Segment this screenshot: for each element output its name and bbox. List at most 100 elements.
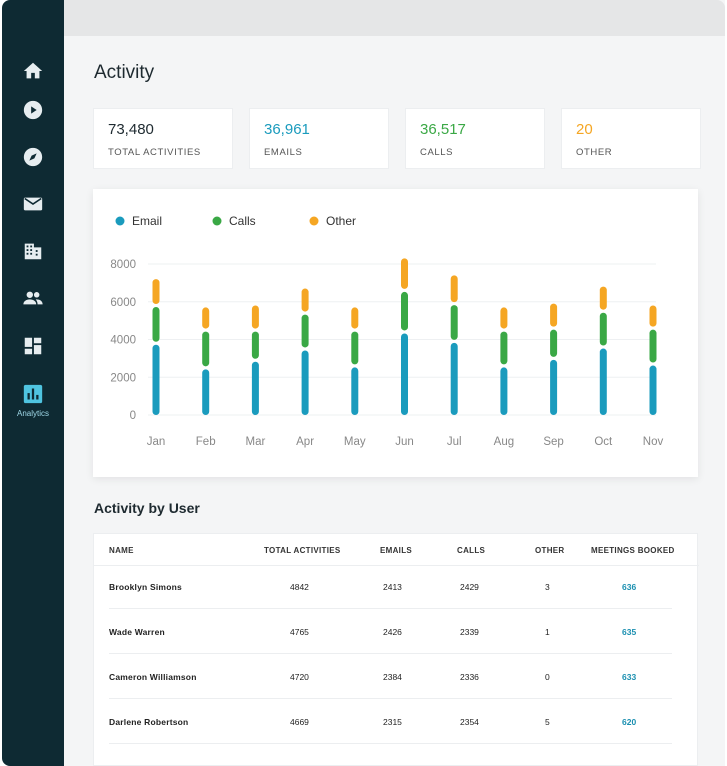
cell-name: Darlene Robertson <box>109 717 189 727</box>
compass-icon <box>23 147 43 167</box>
bar-calls[interactable] <box>500 331 508 365</box>
bar-email[interactable] <box>301 350 309 415</box>
bar-email[interactable] <box>251 361 259 415</box>
bar-calls[interactable] <box>450 305 458 340</box>
stat-value: 36,517 <box>420 121 466 138</box>
cell-emails: 2315 <box>383 717 402 727</box>
legend-swatch <box>309 216 319 226</box>
bar-other[interactable] <box>550 303 558 327</box>
sidebar-item-mail[interactable] <box>2 193 64 215</box>
bar-email[interactable] <box>152 344 160 415</box>
sidebar-item-people[interactable] <box>2 287 64 309</box>
analytics-icon <box>23 384 43 404</box>
bar-other[interactable] <box>251 305 259 329</box>
bar-email[interactable] <box>599 348 607 415</box>
column-header-other[interactable]: OTHER <box>535 546 565 555</box>
section-title: Activity by User <box>94 500 200 516</box>
building-icon <box>24 243 42 260</box>
sidebar-item-analytics[interactable]: Analytics <box>2 383 64 418</box>
legend-label[interactable]: Other <box>326 214 356 228</box>
x-tick-label: Jun <box>395 436 414 448</box>
page-title: Activity <box>94 62 155 83</box>
row-divider <box>109 743 672 744</box>
stat-card-other: 20 OTHER <box>561 108 701 169</box>
top-bar <box>64 0 725 36</box>
dashboard-icon <box>24 337 42 355</box>
bar-other[interactable] <box>649 305 657 327</box>
bar-email[interactable] <box>351 367 359 415</box>
row-divider <box>109 698 672 699</box>
sidebar-item-companies[interactable] <box>2 240 64 262</box>
row-divider <box>109 608 672 609</box>
bar-calls[interactable] <box>251 331 259 359</box>
bar-other[interactable] <box>351 307 359 329</box>
cell-meetings-booked[interactable]: 620 <box>622 717 637 727</box>
activity-chart: 0 2000 4000 6000 8000 Email Calls Other Jan Feb Ma… <box>110 214 664 448</box>
cell-other: 3 <box>545 582 550 592</box>
bar-calls[interactable] <box>401 291 408 331</box>
cell-emails: 2426 <box>383 627 402 637</box>
bar-other[interactable] <box>450 275 458 303</box>
cell-meetings-booked[interactable]: 636 <box>622 582 637 592</box>
bar-other[interactable] <box>401 258 408 289</box>
cell-calls: 2339 <box>460 627 479 637</box>
stat-card-calls: 36,517 CALLS <box>405 108 545 169</box>
bar-other[interactable] <box>301 288 309 312</box>
activity-table: NAME TOTAL ACTIVITIES EMAILS CALLS OTHER… <box>93 533 699 766</box>
bar-other[interactable] <box>599 286 607 310</box>
column-header-total-activities[interactable]: TOTAL ACTIVITIES <box>264 546 341 555</box>
stat-value: 20 <box>576 121 593 138</box>
bar-email[interactable] <box>550 359 558 415</box>
column-header-calls[interactable]: CALLS <box>457 546 486 555</box>
y-tick-label: 8000 <box>110 259 136 271</box>
sidebar-item-play[interactable] <box>2 99 64 121</box>
cell-total-activities: 4842 <box>290 582 309 592</box>
cell-meetings-booked[interactable]: 635 <box>622 627 637 637</box>
sidebar-item-home[interactable] <box>2 60 64 82</box>
bar-email[interactable] <box>202 369 210 415</box>
column-header-meetings-booked[interactable]: MEETINGS BOOKED <box>591 546 675 555</box>
bar-calls[interactable] <box>649 329 657 363</box>
bar-email[interactable] <box>649 365 657 415</box>
bar-calls[interactable] <box>152 307 160 342</box>
y-tick-label: 0 <box>130 410 136 422</box>
cell-emails: 2413 <box>383 582 402 592</box>
bar-calls[interactable] <box>202 331 210 367</box>
bar-other[interactable] <box>202 307 210 329</box>
bar-calls[interactable] <box>550 329 558 357</box>
cell-calls: 2336 <box>460 672 479 682</box>
x-tick-label: Sep <box>543 436 563 448</box>
cell-other: 0 <box>545 672 550 682</box>
sidebar-item-dashboard[interactable] <box>2 335 64 357</box>
cell-meetings-booked[interactable]: 633 <box>622 672 637 682</box>
cell-calls: 2429 <box>460 582 479 592</box>
bar-calls[interactable] <box>351 331 359 365</box>
cell-calls: 2354 <box>460 717 479 727</box>
mail-icon <box>23 197 43 211</box>
x-tick-label: Aug <box>494 436 514 448</box>
stat-card-total: 73,480 TOTAL ACTIVITIES <box>93 108 233 169</box>
sidebar-item-explore[interactable] <box>2 146 64 168</box>
column-header-emails[interactable]: EMAILS <box>380 546 413 555</box>
home-icon <box>23 62 43 79</box>
legend-label[interactable]: Email <box>132 214 162 228</box>
x-tick-label: Feb <box>196 436 216 448</box>
bar-calls[interactable] <box>599 312 607 346</box>
y-tick-label: 4000 <box>110 335 136 347</box>
bar-email[interactable] <box>401 333 408 415</box>
bar-email[interactable] <box>500 367 508 415</box>
bar-other[interactable] <box>500 307 508 329</box>
x-tick-label: Apr <box>296 436 314 448</box>
cell-name: Wade Warren <box>109 627 165 637</box>
legend-label[interactable]: Calls <box>229 214 256 228</box>
cell-name: Cameron Williamson <box>109 672 197 682</box>
x-tick-label: Oct <box>594 436 613 448</box>
bar-email[interactable] <box>450 342 458 415</box>
people-icon <box>23 291 43 305</box>
column-header-name[interactable]: NAME <box>109 546 134 555</box>
bar-calls[interactable] <box>301 314 309 348</box>
activity-chart-card: 0 2000 4000 6000 8000 Email Calls Other Jan Feb Ma… <box>93 189 698 477</box>
x-tick-label: Nov <box>643 436 664 448</box>
main-content: Activity 73,480 TOTAL ACTIVITIES 36,961 … <box>64 0 725 766</box>
bar-other[interactable] <box>152 279 160 305</box>
